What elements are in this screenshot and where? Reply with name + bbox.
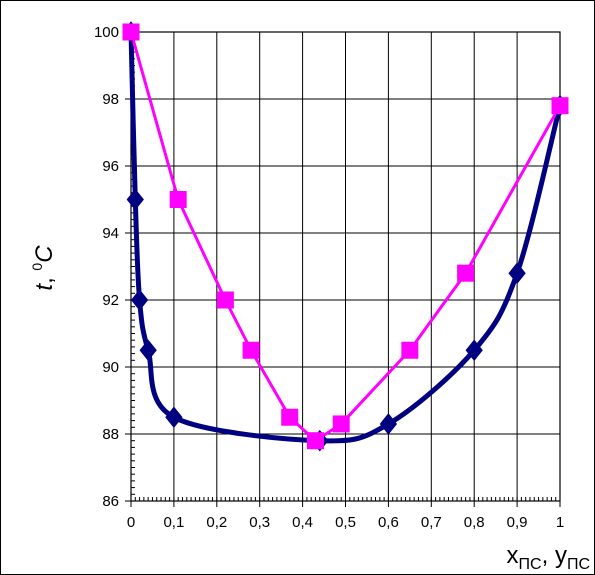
series-marker-square <box>401 341 419 359</box>
x-tick-label: 0,7 <box>421 514 442 531</box>
y-axis-sep: , <box>31 271 58 284</box>
series-marker-diamond <box>165 406 183 429</box>
series-marker-square <box>306 432 324 450</box>
y-tick-label: 98 <box>102 91 119 108</box>
x-axis-second-sub: ПС <box>567 556 590 573</box>
series-marker-square <box>169 191 187 208</box>
y-tick-label: 96 <box>102 158 119 175</box>
series-marker-diamond <box>139 339 157 362</box>
series-line <box>128 31 563 444</box>
series-marker-square <box>332 415 350 433</box>
series-marker-diamond <box>508 262 526 285</box>
y-axis-var: t <box>31 283 58 291</box>
series-marker-square <box>122 23 140 41</box>
y-axis-title: t, 0C <box>29 245 58 291</box>
tick-labels: 0 0,1 0,2 0,3 0,4 0,5 0,6 0,7 0,8 0,9 1 86 88 90 92 94 9… <box>94 24 564 531</box>
series-marker-square <box>551 97 569 115</box>
x-tick-label: 0 <box>127 514 135 531</box>
series-marker-square <box>216 291 234 309</box>
series-marker-square <box>242 341 260 359</box>
x-tick-label: 0,2 <box>206 514 227 531</box>
x-axis-main-sub: ПС <box>519 556 542 573</box>
y-axis-unit: C <box>31 245 58 263</box>
x-tick-label: 0,6 <box>378 514 399 531</box>
y-tick-label: 88 <box>102 426 119 443</box>
x-tick-label: 0,5 <box>335 514 356 531</box>
series-line <box>129 31 562 443</box>
x-tick-label: 0,1 <box>163 514 184 531</box>
plot-border <box>130 31 561 502</box>
y-tick-label: 94 <box>102 225 119 242</box>
x-tick-label: 0,9 <box>507 514 528 531</box>
x-axis-main: x <box>507 542 519 569</box>
x-axis-second: y <box>555 542 567 569</box>
series-marker-diamond <box>379 413 398 435</box>
y-tick-label: 100 <box>94 24 119 41</box>
y-tick-label: 86 <box>102 493 119 510</box>
axes <box>125 31 561 507</box>
x-tick-label: 0,3 <box>249 514 270 531</box>
series-marker-diamond <box>130 289 149 311</box>
x-tick-label: 0,4 <box>292 514 313 531</box>
y-tick-label: 90 <box>102 359 119 376</box>
series-marker-diamond <box>465 339 483 362</box>
series-marker-diamond <box>126 188 144 211</box>
y-tick-label: 92 <box>102 292 119 309</box>
series-marker-square <box>457 264 475 282</box>
y-axis-sup: 0 <box>29 263 45 271</box>
series-layer <box>122 21 569 452</box>
x-axis-sep: , <box>542 542 555 569</box>
series-marker-square <box>281 408 299 426</box>
x-tick-label: 1 <box>556 514 564 531</box>
x-tick-label: 0,8 <box>464 514 485 531</box>
x-axis-title: xПС, yПС <box>507 542 590 573</box>
